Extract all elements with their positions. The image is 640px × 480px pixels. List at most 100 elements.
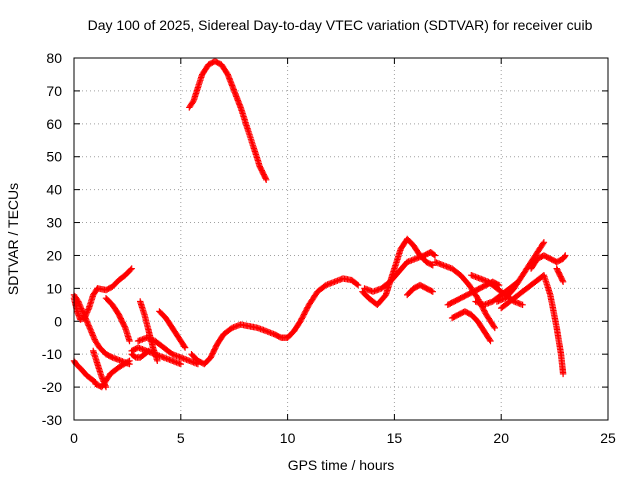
marker: [390, 266, 398, 274]
marker: [397, 247, 404, 254]
series-arc-20: [448, 308, 494, 345]
marker: [539, 240, 547, 247]
series-arc-13: [186, 58, 270, 183]
marker: [472, 315, 479, 323]
marker: [212, 343, 219, 351]
marker: [295, 320, 302, 327]
series-arc-5: [92, 357, 133, 391]
marker: [517, 301, 525, 308]
data-series: [70, 58, 569, 391]
marker: [353, 281, 361, 288]
marker: [77, 304, 84, 311]
marker: [479, 325, 486, 332]
marker: [320, 283, 327, 291]
marker: [408, 287, 415, 294]
marker: [428, 261, 435, 268]
series-arc-12: [156, 308, 189, 351]
marker: [408, 240, 415, 247]
marker: [560, 254, 568, 261]
marker: [74, 362, 81, 369]
marker: [203, 63, 211, 71]
series-arc-17: [404, 281, 436, 299]
marker: [288, 330, 296, 337]
marker: [504, 300, 511, 307]
marker: [88, 329, 95, 336]
marker: [145, 326, 152, 333]
marker: [557, 256, 564, 264]
marker: [78, 306, 86, 314]
x-tick-label: 10: [280, 430, 296, 446]
x-tick-label: 0: [70, 430, 78, 446]
marker: [167, 357, 174, 364]
marker: [544, 254, 551, 261]
series-arc-11: [134, 334, 202, 368]
marker: [127, 266, 134, 273]
marker: [125, 358, 132, 365]
marker: [230, 86, 237, 93]
marker: [561, 253, 568, 260]
marker: [140, 310, 148, 317]
marker: [304, 304, 311, 311]
marker: [189, 98, 196, 106]
marker: [455, 270, 462, 277]
marker: [184, 357, 192, 364]
marker: [113, 366, 120, 373]
marker: [249, 142, 257, 149]
marker: [85, 306, 92, 313]
marker: [77, 365, 84, 372]
marker: [539, 241, 546, 249]
marker: [205, 356, 212, 363]
marker: [114, 309, 121, 316]
marker: [485, 335, 493, 342]
series-arc-7: [102, 295, 133, 345]
marker: [83, 316, 90, 324]
marker: [454, 296, 462, 303]
marker: [192, 355, 199, 362]
marker: [167, 322, 174, 329]
marker: [427, 260, 434, 268]
y-tick-label: -10: [42, 346, 62, 362]
marker: [491, 283, 498, 290]
marker: [299, 314, 306, 321]
marker: [181, 343, 188, 350]
marker: [218, 333, 226, 341]
y-tick-label: 20: [46, 247, 62, 263]
marker: [100, 348, 108, 356]
series-arc-23: [493, 239, 548, 305]
marker: [160, 312, 167, 319]
marker: [98, 372, 105, 379]
marker: [81, 370, 89, 377]
marker: [176, 360, 183, 367]
marker: [521, 287, 528, 294]
marker: [534, 248, 542, 255]
marker: [223, 68, 230, 76]
marker: [159, 353, 166, 361]
marker: [411, 256, 418, 263]
x-tick-label: 5: [177, 430, 185, 446]
marker: [302, 308, 309, 315]
series-arc-14: [188, 275, 362, 368]
marker: [474, 286, 481, 293]
series-arc-26: [553, 265, 567, 285]
y-axis-label: SDTVAR / TECUs: [5, 183, 21, 295]
marker: [312, 291, 319, 298]
marker: [352, 280, 360, 287]
marker: [384, 280, 391, 287]
marker: [438, 261, 446, 268]
marker: [126, 267, 133, 274]
marker: [461, 293, 468, 300]
marker: [428, 287, 435, 295]
x-axis-label: GPS time / hours: [288, 457, 395, 473]
marker: [489, 322, 497, 329]
marker: [194, 85, 201, 93]
marker: [153, 356, 160, 363]
marker: [236, 102, 244, 110]
marker: [300, 312, 307, 319]
y-tick-label: 80: [46, 50, 62, 66]
y-tick-label: 50: [46, 149, 62, 165]
marker: [427, 287, 434, 294]
marker: [559, 277, 566, 284]
marker: [559, 369, 567, 376]
marker: [380, 293, 388, 301]
